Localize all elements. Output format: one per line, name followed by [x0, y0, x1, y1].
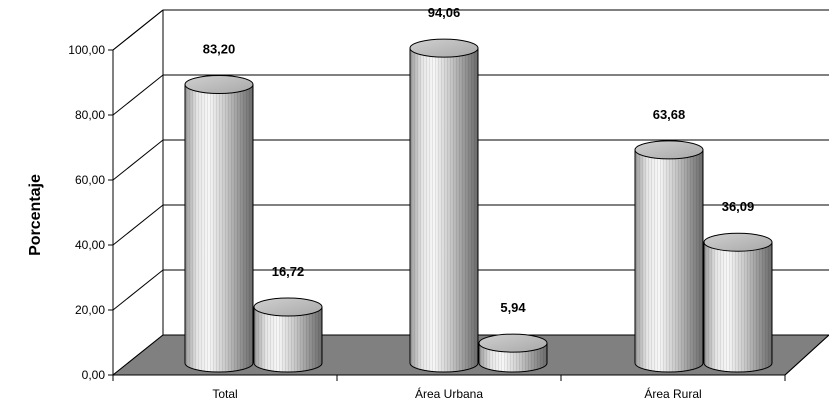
plot-frame [112, 9, 164, 375]
x-axis-categories: Total Área Urbana Área Rural [112, 334, 829, 401]
bar-series [184, 38, 773, 373]
y-axis-ticks: 0,00 20,00 40,00 60,00 80,00 100,00 [68, 43, 113, 382]
y-tick-label: 40,00 [75, 238, 105, 252]
cylinder-bar [409, 38, 479, 373]
cylinder-cap [184, 75, 254, 95]
y-tick-label: 0,00 [82, 368, 106, 382]
gridline-diagonal [112, 269, 164, 311]
cylinder-texture [254, 307, 322, 372]
data-labels: 83,20 94,06 63,68 16,72 5,94 36,09 [203, 5, 755, 315]
cylinder-texture [704, 242, 772, 372]
y-tick-label: 60,00 [75, 173, 105, 187]
gridline-diagonal [112, 204, 164, 246]
gridline-diagonal [112, 139, 164, 181]
cylinder-bar [703, 232, 773, 373]
data-label: 36,09 [722, 199, 755, 214]
cylinder-texture [185, 84, 253, 372]
floor-right-edge [784, 334, 829, 376]
data-label: 94,06 [428, 5, 461, 20]
cylinder-texture [635, 149, 703, 372]
cylinder-cap [478, 333, 548, 353]
data-label: 83,20 [203, 42, 236, 57]
cylinder-bar [253, 297, 323, 373]
cylinder-cap [409, 38, 479, 58]
cylinder-bar [184, 75, 254, 373]
cylinder-bar [634, 140, 704, 373]
x-category-label: Total [212, 387, 237, 401]
data-label: 63,68 [653, 107, 686, 122]
cylinder-cap [253, 297, 323, 317]
y-tick-label: 100,00 [68, 43, 105, 57]
data-label: 5,94 [500, 300, 526, 315]
cylinder-bar [478, 333, 548, 373]
cylinder-cap [703, 232, 773, 252]
gridlines [112, 9, 829, 376]
x-category-label: Área Urbana [415, 386, 483, 401]
gridline-diagonal [112, 9, 164, 51]
y-axis-label: Porcentaje [27, 174, 44, 256]
cylinder-texture [410, 48, 478, 372]
cylinder-cap [634, 140, 704, 160]
y-tick-label: 20,00 [75, 303, 105, 317]
y-tick-label: 80,00 [75, 108, 105, 122]
x-category-label: Área Rural [644, 386, 701, 401]
gridline-diagonal [112, 74, 164, 116]
data-label: 16,72 [272, 264, 305, 279]
